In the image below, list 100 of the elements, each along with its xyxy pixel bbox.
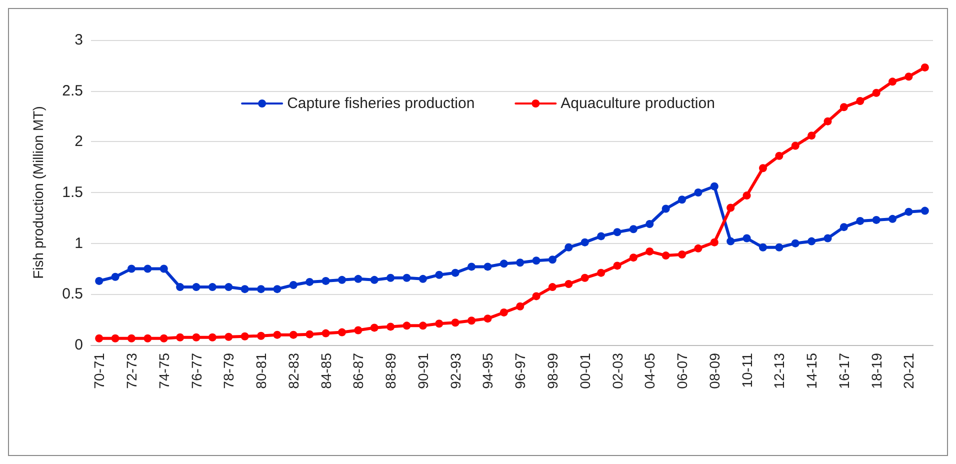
point (111, 272, 120, 281)
point (629, 254, 638, 262)
point (370, 324, 378, 332)
point (516, 258, 524, 267)
point (824, 117, 832, 126)
x-tick-label: 92-93 (447, 352, 464, 389)
point (208, 333, 216, 342)
x-tick-label: 80-81 (253, 352, 270, 389)
point (176, 333, 184, 342)
point (856, 216, 864, 225)
point (386, 274, 395, 282)
point (710, 238, 718, 246)
x-tick-label: 94-95 (480, 352, 496, 389)
point (840, 223, 848, 232)
point (224, 332, 233, 341)
point (435, 270, 444, 279)
point (192, 333, 200, 342)
point (710, 182, 718, 190)
point (144, 334, 152, 342)
point (808, 132, 816, 140)
point (111, 334, 120, 342)
point (402, 322, 411, 330)
y-tick-label: 1 (74, 234, 83, 252)
point (306, 330, 314, 338)
point (613, 228, 622, 236)
point (322, 329, 330, 338)
point (548, 256, 556, 264)
point (791, 239, 800, 248)
x-tick-label: 18-19 (868, 352, 884, 389)
point (564, 243, 573, 252)
legend-label: Capture fisheries production (287, 95, 475, 112)
x-tick-label: 72-73 (123, 352, 140, 389)
point (564, 280, 573, 288)
point (500, 308, 508, 316)
point (920, 206, 929, 215)
y-tick-label: 1.5 (62, 184, 83, 201)
point (580, 274, 589, 282)
x-tick-label: 98-99 (544, 352, 560, 389)
point (451, 268, 460, 277)
point (742, 192, 751, 200)
point (580, 238, 589, 246)
point (306, 278, 314, 286)
point (726, 237, 735, 246)
x-tick-label: 12-13 (771, 352, 788, 389)
point (808, 237, 816, 246)
point (338, 276, 346, 284)
point (127, 334, 136, 342)
point (192, 283, 200, 292)
point (289, 330, 298, 339)
x-tick-label: 82-83 (285, 352, 302, 389)
point (840, 103, 848, 112)
y-tick-label: 2 (74, 133, 83, 150)
point (662, 204, 670, 213)
x-tick-label: 10-11 (738, 352, 755, 388)
point (418, 322, 427, 330)
point (904, 208, 913, 216)
point (468, 262, 476, 271)
x-tick-label: 90-91 (414, 352, 431, 389)
point (775, 243, 784, 252)
point (484, 262, 492, 271)
point (273, 285, 282, 294)
point (613, 262, 622, 270)
point (694, 188, 702, 196)
point (678, 250, 686, 259)
point (872, 88, 880, 97)
point (920, 63, 929, 72)
x-tick-label: 76-77 (188, 352, 204, 389)
point (144, 264, 152, 273)
legend-label: Aquaculture production (560, 95, 715, 112)
x-tick-label: 04-05 (642, 352, 658, 389)
x-tick-label: 88-89 (382, 352, 399, 389)
point (402, 274, 411, 282)
point (532, 256, 540, 265)
point (791, 142, 800, 150)
x-tick-label: 16-17 (836, 352, 852, 389)
point (856, 97, 864, 105)
point (208, 283, 216, 292)
x-tick-label: 14-15 (804, 352, 820, 389)
point (758, 243, 767, 252)
point (224, 283, 233, 292)
point (775, 152, 784, 160)
point (646, 247, 654, 256)
point (646, 220, 654, 228)
point (500, 260, 508, 268)
point (694, 244, 702, 252)
point (240, 285, 249, 294)
y-tick-label: 3 (74, 32, 83, 48)
x-tick-label: 96-97 (512, 352, 528, 389)
point (354, 326, 362, 334)
point (888, 214, 897, 223)
point (629, 225, 638, 234)
x-tick-label: 08-09 (706, 352, 722, 389)
point (678, 196, 686, 204)
point (742, 234, 751, 242)
point (338, 328, 346, 336)
point (532, 292, 540, 300)
point (435, 320, 444, 328)
x-tick-label: 00-01 (576, 352, 593, 389)
point (95, 334, 104, 342)
x-tick-label: 20-21 (900, 352, 917, 389)
